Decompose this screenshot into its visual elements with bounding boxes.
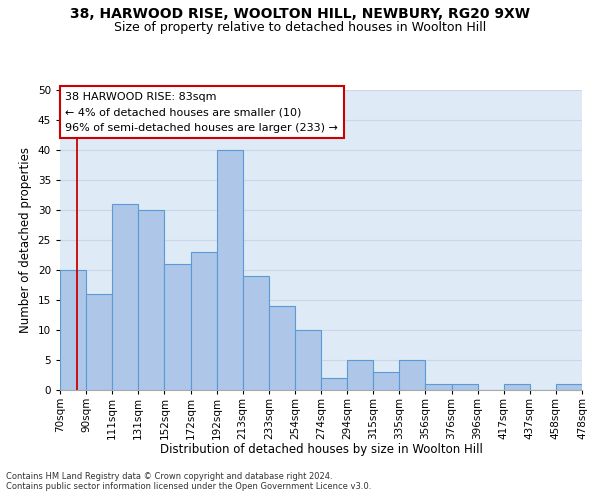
Text: 38 HARWOOD RISE: 83sqm
← 4% of detached houses are smaller (10)
96% of semi-deta: 38 HARWOOD RISE: 83sqm ← 4% of detached … <box>65 92 338 132</box>
Bar <box>112 204 139 390</box>
Text: Contains public sector information licensed under the Open Government Licence v3: Contains public sector information licen… <box>6 482 371 491</box>
Bar <box>347 360 373 390</box>
Text: Contains HM Land Registry data © Crown copyright and database right 2024.: Contains HM Land Registry data © Crown c… <box>6 472 332 481</box>
Bar <box>217 150 243 390</box>
Bar <box>425 384 452 390</box>
Text: Distribution of detached houses by size in Woolton Hill: Distribution of detached houses by size … <box>160 442 482 456</box>
Bar <box>321 378 347 390</box>
Y-axis label: Number of detached properties: Number of detached properties <box>19 147 32 333</box>
Bar <box>191 252 217 390</box>
Text: Size of property relative to detached houses in Woolton Hill: Size of property relative to detached ho… <box>114 21 486 34</box>
Bar <box>164 264 191 390</box>
Bar <box>295 330 321 390</box>
Bar <box>269 306 295 390</box>
Text: 38, HARWOOD RISE, WOOLTON HILL, NEWBURY, RG20 9XW: 38, HARWOOD RISE, WOOLTON HILL, NEWBURY,… <box>70 8 530 22</box>
Bar <box>373 372 400 390</box>
Bar <box>400 360 425 390</box>
Bar <box>60 270 86 390</box>
Bar <box>452 384 478 390</box>
Bar <box>139 210 164 390</box>
Bar <box>556 384 582 390</box>
Bar <box>86 294 112 390</box>
Bar <box>243 276 269 390</box>
Bar <box>504 384 530 390</box>
